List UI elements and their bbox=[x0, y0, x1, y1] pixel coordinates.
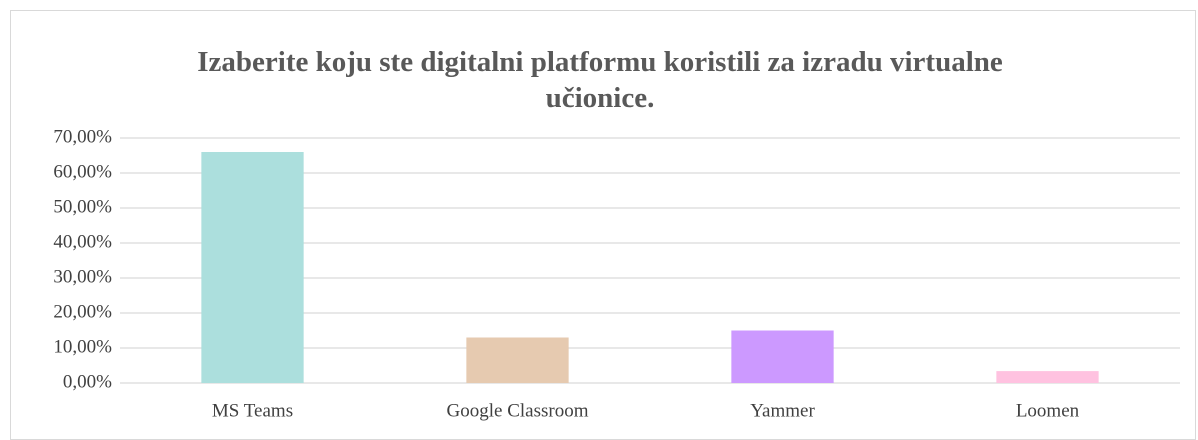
y-tick-label: 50,00% bbox=[53, 196, 112, 217]
bar bbox=[731, 330, 834, 383]
x-tick-label: Yammer bbox=[750, 400, 815, 421]
y-tick-label: 0,00% bbox=[63, 371, 112, 392]
bar bbox=[996, 371, 1099, 383]
chart-title: Izaberite koju ste digitalni platformu k… bbox=[197, 46, 1003, 114]
bar bbox=[466, 337, 569, 383]
y-tick-label: 30,00% bbox=[53, 266, 112, 287]
y-tick-label: 60,00% bbox=[53, 161, 112, 182]
bar bbox=[201, 152, 304, 383]
y-tick-label: 40,00% bbox=[53, 231, 112, 252]
y-tick-label: 70,00% bbox=[53, 126, 112, 147]
y-tick-label: 10,00% bbox=[53, 336, 112, 357]
y-tick-label: 20,00% bbox=[53, 301, 112, 322]
x-tick-label: Loomen bbox=[1016, 400, 1080, 421]
x-tick-label: Google Classroom bbox=[447, 400, 589, 421]
x-tick-label: MS Teams bbox=[212, 400, 293, 421]
